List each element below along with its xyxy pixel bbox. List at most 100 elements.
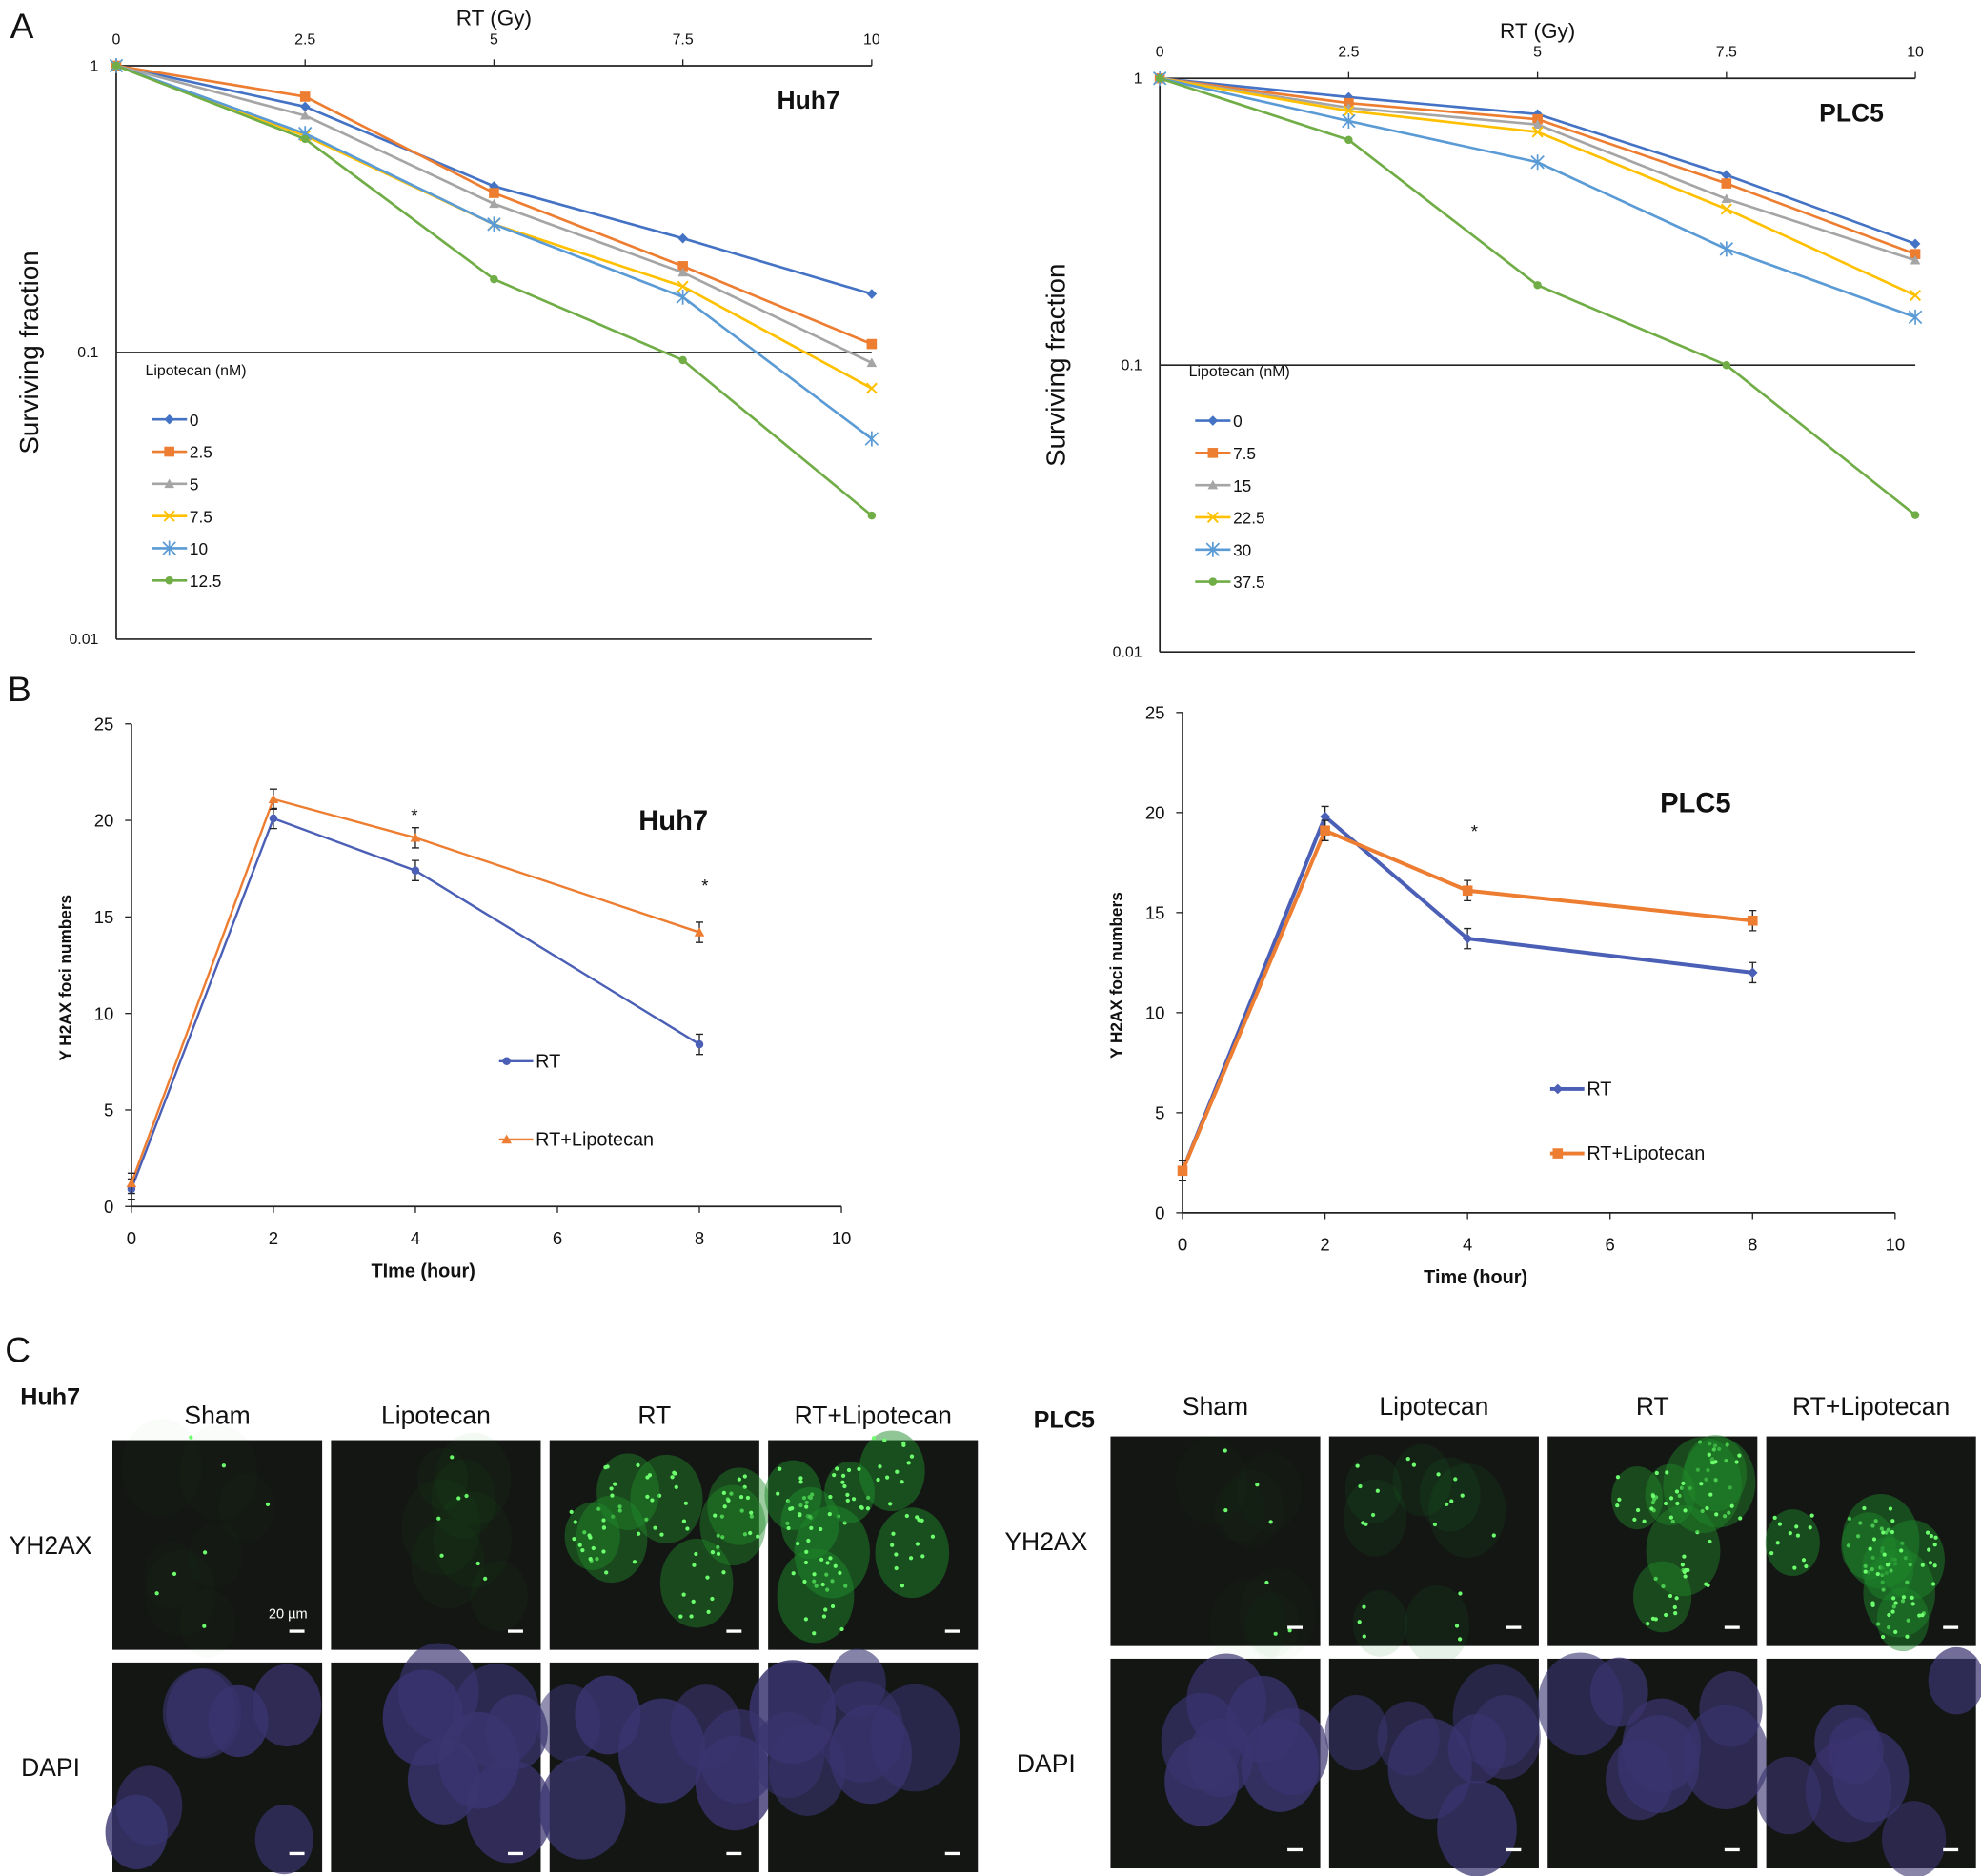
nucleus-foci xyxy=(1681,1437,1756,1528)
marker-square xyxy=(1747,915,1758,926)
foci-dot xyxy=(1646,1622,1650,1626)
foci-dot xyxy=(439,1553,444,1558)
foci-dot xyxy=(803,1617,808,1622)
foci-dot xyxy=(726,1498,731,1503)
marker-star xyxy=(676,289,690,305)
nucleus-dapi xyxy=(438,1711,520,1809)
marker-star xyxy=(864,431,879,447)
scale-bar xyxy=(508,1851,523,1856)
foci-dot xyxy=(1617,1497,1622,1503)
foci-dot xyxy=(812,1572,817,1577)
foci-dot xyxy=(1892,1562,1898,1566)
foci-dot xyxy=(1788,1531,1792,1536)
foci-dot xyxy=(601,1518,606,1523)
x-tick-label: 0 xyxy=(1156,45,1164,61)
foci-dot xyxy=(657,1493,662,1498)
foci-dot xyxy=(1930,1582,1936,1586)
foci-dot xyxy=(659,1532,664,1537)
micrograph-yh2ax-2 xyxy=(549,1440,771,1650)
foci-dot xyxy=(1697,1440,1703,1444)
foci-dot xyxy=(876,1477,880,1483)
foci-dot xyxy=(1880,1546,1885,1551)
foci-dot xyxy=(1889,1568,1893,1573)
nucleus-foci xyxy=(1405,1584,1470,1665)
foci-dot xyxy=(1670,1519,1675,1523)
foci-dot xyxy=(908,1556,914,1561)
x-tick-label: 2.5 xyxy=(294,31,315,48)
foci-dot xyxy=(1870,1523,1875,1528)
scale-bar xyxy=(1943,1625,1959,1629)
foci-dot xyxy=(1711,1447,1716,1452)
y-tick-label: 10 xyxy=(94,1003,114,1023)
foci-dot xyxy=(1905,1634,1910,1639)
marker-x xyxy=(1531,126,1544,138)
x-axis-title: RT (Gy) xyxy=(456,7,532,30)
nucleus-foci xyxy=(1645,1463,1696,1526)
foci-dot xyxy=(739,1508,744,1513)
series-line xyxy=(130,817,700,1190)
column-label: RT+Lipotecan xyxy=(1792,1392,1950,1421)
micrograph-yh2ax-0 xyxy=(112,1435,323,1650)
foci-dot xyxy=(1886,1527,1890,1532)
scale-bar xyxy=(726,1629,742,1633)
x-axis-title: TIme (hour) xyxy=(372,1261,475,1282)
foci-dot xyxy=(1724,1459,1728,1463)
foci-dot xyxy=(1888,1506,1893,1511)
foci-dot xyxy=(842,1483,847,1489)
scale-bar xyxy=(1943,1847,1959,1852)
x-tick-label: 8 xyxy=(1748,1235,1757,1255)
marker-x xyxy=(677,280,689,292)
micrograph-background xyxy=(1547,1436,1758,1646)
foci-dot xyxy=(637,1531,641,1536)
series-RT: RT xyxy=(1177,805,1758,1182)
x-tick-label: 0 xyxy=(112,31,121,48)
nucleus-foci xyxy=(1646,1505,1721,1597)
foci-dot xyxy=(806,1538,811,1543)
significance-asterisk: * xyxy=(1471,821,1478,841)
foci-dot xyxy=(1674,1596,1679,1601)
micrograph-background xyxy=(112,1440,323,1650)
nucleus-dapi xyxy=(1928,1646,1981,1715)
foci-dot xyxy=(1679,1485,1685,1490)
foci-dot xyxy=(1649,1506,1654,1511)
foci-dot xyxy=(838,1570,842,1576)
foci-dot xyxy=(721,1490,726,1495)
nucleus-foci xyxy=(411,1518,485,1609)
marker-triangle xyxy=(299,111,311,120)
foci-dot xyxy=(464,1493,469,1499)
foci-dot xyxy=(845,1492,850,1498)
foci-dot xyxy=(1910,1595,1914,1600)
column-label: Sham xyxy=(184,1401,250,1429)
foci-dot xyxy=(1890,1557,1894,1562)
foci-dot xyxy=(1273,1631,1278,1636)
foci-dot xyxy=(1370,1512,1376,1518)
foci-dot xyxy=(582,1530,587,1535)
nucleus-dapi xyxy=(253,1664,322,1747)
foci-dot xyxy=(1700,1508,1705,1514)
micrograph-background xyxy=(1328,1436,1539,1646)
nucleus-foci xyxy=(1876,1587,1930,1652)
foci-dot xyxy=(1870,1566,1874,1572)
y-tick-label: 1 xyxy=(91,58,99,74)
nucleus-dapi xyxy=(536,1684,601,1762)
nucleus-foci xyxy=(564,1502,620,1570)
foci-dot xyxy=(745,1495,751,1501)
foci-dot xyxy=(1878,1565,1883,1570)
nucleus-dapi xyxy=(1452,1664,1541,1769)
foci-dot xyxy=(1906,1618,1910,1623)
y-tick-label: 25 xyxy=(94,714,114,734)
nucleus-dapi xyxy=(1437,1780,1517,1876)
foci-dot xyxy=(857,1466,861,1471)
nucleus-foci xyxy=(401,1479,481,1576)
foci-dot xyxy=(1929,1534,1934,1539)
foci-dot xyxy=(884,1475,890,1480)
foci-dot xyxy=(617,1508,622,1513)
foci-dot xyxy=(588,1556,593,1562)
foci-dot xyxy=(865,1506,871,1511)
foci-dot xyxy=(742,1532,748,1537)
x-tick-label: 7.5 xyxy=(1716,45,1737,61)
foci-dot xyxy=(1713,1478,1718,1483)
foci-dot xyxy=(791,1571,796,1576)
foci-dot xyxy=(749,1514,754,1519)
marker-circle xyxy=(300,134,310,144)
